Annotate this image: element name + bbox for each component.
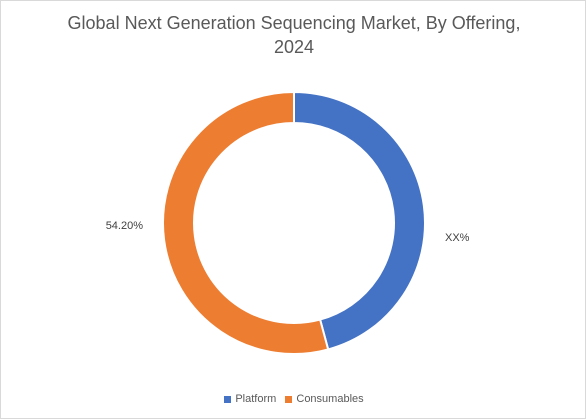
donut-slice-platform: [293, 90, 426, 351]
legend-item-consumables: Consumables: [285, 393, 364, 405]
legend-label-platform: Platform: [235, 393, 277, 405]
data-label-platform: XX%: [445, 232, 470, 244]
legend-label-consumables: Consumables: [296, 393, 364, 405]
donut-slice-consumables: [162, 90, 330, 355]
legend-swatch-consumables: [285, 395, 293, 403]
legend-swatch-platform: [224, 395, 232, 403]
chart-title: Global Next Generation Sequencing Market…: [1, 11, 586, 59]
chart-title-line-2: 2024: [273, 37, 315, 57]
legend-item-platform: Platform: [224, 393, 276, 405]
chart-title-line-1: Global Next Generation Sequencing Market…: [67, 13, 521, 33]
chart-legend: Platform Consumables: [1, 393, 586, 406]
data-label-consumables: 54.20%: [106, 220, 144, 232]
